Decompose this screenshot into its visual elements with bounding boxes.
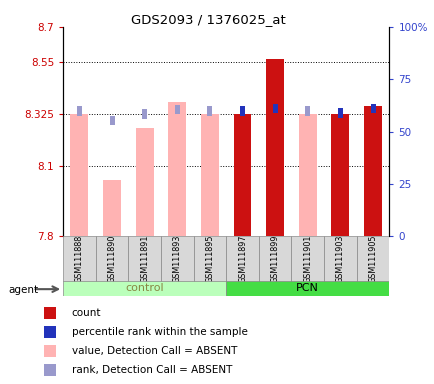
Bar [142,109,147,119]
Text: GSM111899: GSM111899 [270,235,279,283]
Bar [43,364,56,376]
Bar [168,103,186,236]
Text: GSM111901: GSM111901 [302,235,312,283]
Bar [43,307,56,319]
Bar [207,106,212,116]
Text: PCN: PCN [296,283,319,293]
Bar [135,128,153,236]
Bar [43,326,56,338]
Bar [331,114,349,236]
FancyBboxPatch shape [226,281,388,296]
Text: GSM111891: GSM111891 [140,235,149,283]
Bar [266,60,283,236]
Bar [201,114,218,236]
FancyBboxPatch shape [95,236,128,282]
Text: GSM111893: GSM111893 [172,235,181,283]
Bar [363,106,381,236]
FancyBboxPatch shape [193,236,226,282]
Text: agent: agent [9,285,39,295]
Text: GSM111903: GSM111903 [335,235,344,283]
Bar [43,345,56,357]
Text: GSM111897: GSM111897 [237,235,247,283]
FancyBboxPatch shape [356,236,388,282]
FancyBboxPatch shape [258,236,291,282]
FancyBboxPatch shape [226,236,258,282]
Bar [272,104,277,113]
Bar [240,106,244,116]
Bar [70,114,88,236]
FancyBboxPatch shape [161,236,193,282]
Text: percentile rank within the sample: percentile rank within the sample [72,327,247,337]
Text: count: count [72,308,101,318]
Bar [233,114,251,236]
Bar [305,106,309,116]
FancyBboxPatch shape [63,236,95,282]
Text: GDS2093 / 1376025_at: GDS2093 / 1376025_at [131,13,286,26]
Bar [337,108,342,118]
Text: GSM111895: GSM111895 [205,235,214,283]
Text: rank, Detection Call = ABSENT: rank, Detection Call = ABSENT [72,365,232,375]
FancyBboxPatch shape [63,281,226,296]
Text: GSM111888: GSM111888 [75,235,84,283]
Text: value, Detection Call = ABSENT: value, Detection Call = ABSENT [72,346,237,356]
Bar [174,105,179,114]
Text: GSM111905: GSM111905 [368,235,377,283]
Text: control: control [125,283,164,293]
Bar [103,180,121,236]
Text: GSM111890: GSM111890 [107,235,116,283]
Bar [298,114,316,236]
FancyBboxPatch shape [128,236,161,282]
FancyBboxPatch shape [323,236,356,282]
Bar [77,106,82,116]
FancyBboxPatch shape [291,236,323,282]
Bar [370,104,375,113]
Bar [109,116,114,125]
